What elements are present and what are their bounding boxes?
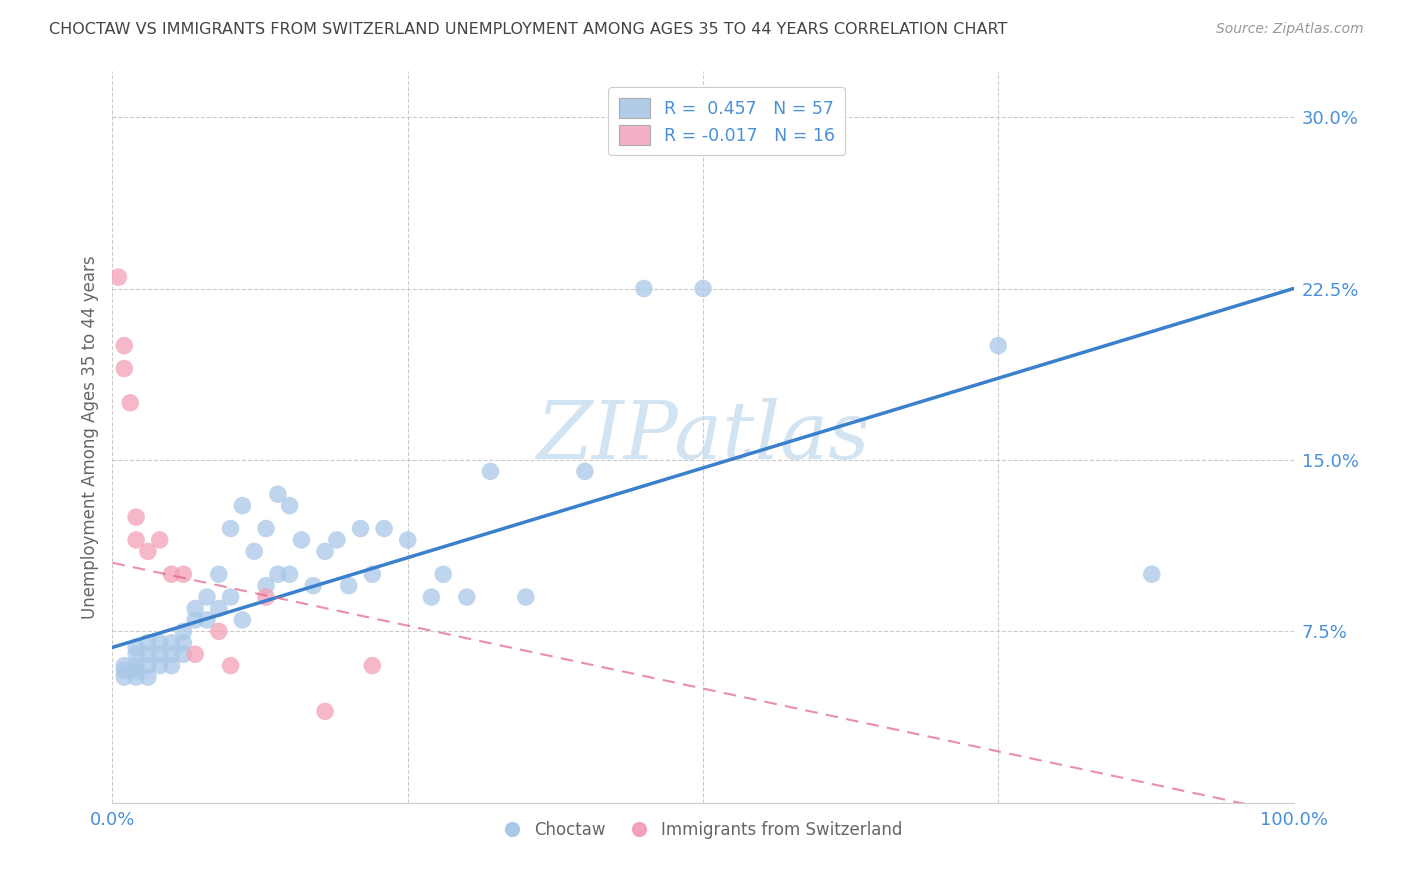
Point <box>195 590 218 604</box>
Point <box>112 658 135 673</box>
Point <box>633 281 655 295</box>
Point <box>136 636 159 650</box>
Point <box>125 663 148 677</box>
Point <box>136 670 159 684</box>
Point <box>184 647 207 661</box>
Legend: Choctaw, Immigrants from Switzerland: Choctaw, Immigrants from Switzerland <box>498 814 908 846</box>
Point <box>136 647 159 661</box>
Point <box>361 567 384 582</box>
Point <box>349 521 371 535</box>
Point <box>254 590 277 604</box>
Point <box>125 658 148 673</box>
Point <box>278 567 301 582</box>
Point <box>231 499 253 513</box>
Point <box>125 640 148 655</box>
Point <box>172 567 194 582</box>
Point <box>337 579 360 593</box>
Point <box>160 658 183 673</box>
Point <box>326 533 349 547</box>
Point <box>136 658 159 673</box>
Point <box>149 636 172 650</box>
Point <box>125 510 148 524</box>
Y-axis label: Unemployment Among Ages 35 to 44 years: Unemployment Among Ages 35 to 44 years <box>80 255 98 619</box>
Point <box>692 281 714 295</box>
Text: CHOCTAW VS IMMIGRANTS FROM SWITZERLAND UNEMPLOYMENT AMONG AGES 35 TO 44 YEARS CO: CHOCTAW VS IMMIGRANTS FROM SWITZERLAND U… <box>49 22 1008 37</box>
Point <box>172 647 194 661</box>
Point <box>254 521 277 535</box>
Point <box>184 613 207 627</box>
Point <box>254 579 277 593</box>
Point <box>987 338 1010 352</box>
Point <box>243 544 266 558</box>
Point <box>396 533 419 547</box>
Point <box>160 636 183 650</box>
Point <box>361 658 384 673</box>
Point <box>125 533 148 547</box>
Point <box>125 670 148 684</box>
Point <box>112 338 135 352</box>
Point <box>456 590 478 604</box>
Point <box>112 670 135 684</box>
Point <box>314 705 336 719</box>
Point <box>314 544 336 558</box>
Point <box>219 521 242 535</box>
Point <box>208 624 231 639</box>
Point <box>172 624 194 639</box>
Point <box>515 590 537 604</box>
Point <box>373 521 395 535</box>
Point <box>125 647 148 661</box>
Point <box>302 579 325 593</box>
Point <box>172 636 194 650</box>
Point <box>112 361 135 376</box>
Point <box>195 613 218 627</box>
Point <box>112 663 135 677</box>
Point <box>420 590 443 604</box>
Point <box>219 658 242 673</box>
Point <box>208 601 231 615</box>
Text: ZIPatlas: ZIPatlas <box>536 399 870 475</box>
Point <box>184 601 207 615</box>
Point <box>267 567 290 582</box>
Point <box>149 533 172 547</box>
Point <box>136 544 159 558</box>
Point <box>120 396 142 410</box>
Point <box>149 647 172 661</box>
Point <box>267 487 290 501</box>
Point <box>160 567 183 582</box>
Point <box>278 499 301 513</box>
Point <box>149 658 172 673</box>
Point <box>219 590 242 604</box>
Point <box>290 533 312 547</box>
Point <box>1140 567 1163 582</box>
Point <box>432 567 454 582</box>
Point <box>160 647 183 661</box>
Point <box>208 567 231 582</box>
Text: Source: ZipAtlas.com: Source: ZipAtlas.com <box>1216 22 1364 37</box>
Point <box>574 464 596 478</box>
Point <box>107 270 129 285</box>
Point <box>231 613 253 627</box>
Point <box>479 464 502 478</box>
